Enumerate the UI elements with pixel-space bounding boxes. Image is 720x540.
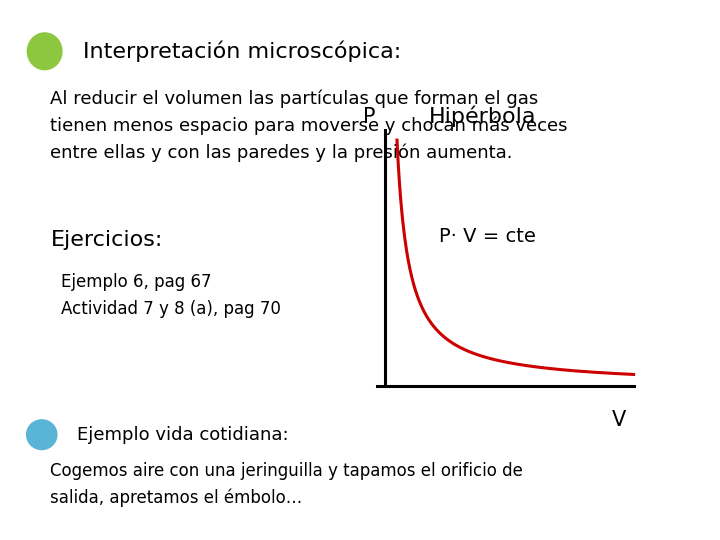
Text: Al reducir el volumen las partículas que forman el gas
tienen menos espacio para: Al reducir el volumen las partículas que… (50, 89, 568, 162)
Text: V: V (612, 410, 626, 430)
Text: Hipérbola: Hipérbola (428, 105, 536, 127)
Ellipse shape (27, 33, 62, 70)
Text: P: P (363, 107, 376, 127)
Text: P· V = cte: P· V = cte (439, 227, 536, 246)
Text: Ejemplo 6, pag 67
Actividad 7 y 8 (a), pag 70: Ejemplo 6, pag 67 Actividad 7 y 8 (a), p… (61, 273, 281, 318)
Text: Interpretación microscópica:: Interpretación microscópica: (83, 40, 401, 62)
Text: Cogemos aire con una jeringuilla y tapamos el orificio de
salida, apretamos el é: Cogemos aire con una jeringuilla y tapam… (50, 462, 523, 507)
Text: Ejemplo vida cotidiana:: Ejemplo vida cotidiana: (77, 426, 289, 444)
Text: Ejercicios:: Ejercicios: (50, 230, 163, 249)
Ellipse shape (27, 420, 57, 449)
